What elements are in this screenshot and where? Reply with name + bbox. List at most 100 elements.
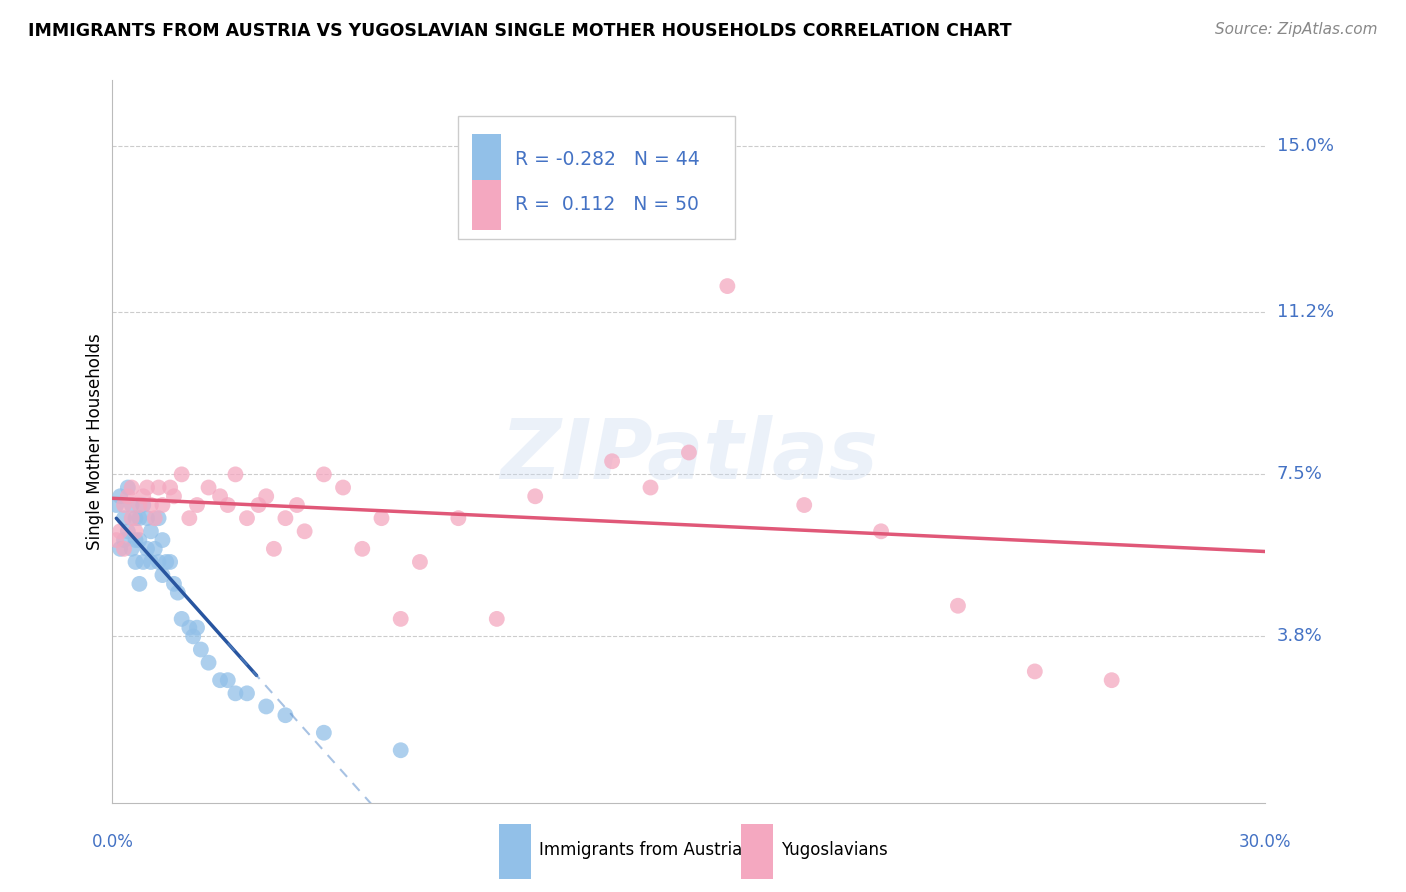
Text: Immigrants from Austria: Immigrants from Austria	[538, 841, 742, 859]
Point	[121, 481, 143, 495]
Text: Source: ZipAtlas.com: Source: ZipAtlas.com	[1215, 22, 1378, 37]
Point	[163, 577, 186, 591]
Point	[143, 511, 166, 525]
Point	[152, 533, 174, 547]
Bar	[499, 824, 531, 879]
Point	[121, 541, 143, 556]
Point	[112, 541, 135, 556]
Point	[186, 498, 208, 512]
Point	[159, 555, 181, 569]
Point	[209, 673, 232, 688]
Point	[312, 467, 335, 482]
Point	[163, 489, 186, 503]
Point	[190, 642, 212, 657]
Point	[179, 621, 201, 635]
Point	[148, 555, 170, 569]
Point	[108, 541, 131, 556]
Point	[447, 511, 470, 525]
Point	[139, 555, 162, 569]
Point	[121, 498, 143, 512]
Point	[247, 498, 270, 512]
Point	[209, 489, 232, 503]
Point	[128, 533, 150, 547]
Text: Yugoslavians: Yugoslavians	[782, 841, 889, 859]
Point	[166, 585, 188, 599]
Point	[152, 498, 174, 512]
Point	[224, 467, 246, 482]
Point	[285, 498, 308, 512]
Point	[124, 533, 146, 547]
Point	[112, 498, 135, 512]
Point	[274, 708, 297, 723]
Point	[143, 541, 166, 556]
Point	[678, 445, 700, 459]
Point	[332, 481, 354, 495]
Point	[117, 489, 139, 503]
Point	[600, 454, 623, 468]
Point	[224, 686, 246, 700]
Point	[186, 621, 208, 635]
Point	[197, 656, 219, 670]
Point	[139, 524, 162, 539]
Point	[159, 481, 181, 495]
Point	[793, 498, 815, 512]
Point	[105, 498, 128, 512]
Text: ZIPatlas: ZIPatlas	[501, 416, 877, 497]
Point	[181, 629, 204, 643]
Point	[132, 489, 155, 503]
Point	[155, 555, 177, 569]
Point	[389, 612, 412, 626]
Point	[139, 498, 162, 512]
Point	[148, 481, 170, 495]
Bar	[472, 134, 501, 185]
Point	[108, 524, 131, 539]
Point	[132, 498, 155, 512]
Text: R = -0.282   N = 44: R = -0.282 N = 44	[515, 150, 700, 169]
Text: IMMIGRANTS FROM AUSTRIA VS YUGOSLAVIAN SINGLE MOTHER HOUSEHOLDS CORRELATION CHAR: IMMIGRANTS FROM AUSTRIA VS YUGOSLAVIAN S…	[28, 22, 1012, 40]
Point	[217, 673, 239, 688]
Text: 3.8%: 3.8%	[1277, 627, 1322, 646]
Point	[128, 577, 150, 591]
Y-axis label: Single Mother Households: Single Mother Households	[86, 334, 104, 549]
Text: 7.5%: 7.5%	[1277, 466, 1323, 483]
Point	[124, 524, 146, 539]
Point	[105, 533, 128, 547]
Point	[148, 511, 170, 525]
Point	[236, 511, 259, 525]
Point	[121, 511, 143, 525]
Point	[124, 555, 146, 569]
Text: 30.0%: 30.0%	[1239, 833, 1292, 851]
Point	[409, 555, 432, 569]
Point	[112, 511, 135, 525]
Point	[370, 511, 392, 525]
Point	[294, 524, 316, 539]
Point	[352, 541, 374, 556]
Point	[179, 511, 201, 525]
Point	[1101, 673, 1123, 688]
Point	[117, 524, 139, 539]
Point	[170, 612, 193, 626]
Point	[108, 489, 131, 503]
Text: R =  0.112   N = 50: R = 0.112 N = 50	[515, 195, 699, 214]
Point	[152, 568, 174, 582]
Text: 11.2%: 11.2%	[1277, 303, 1334, 321]
Bar	[741, 824, 773, 879]
Point	[485, 612, 508, 626]
Point	[870, 524, 893, 539]
Bar	[472, 179, 501, 230]
Point	[117, 481, 139, 495]
Point	[132, 555, 155, 569]
Point	[274, 511, 297, 525]
Point	[197, 481, 219, 495]
Point	[136, 481, 159, 495]
Point	[170, 467, 193, 482]
Text: 0.0%: 0.0%	[91, 833, 134, 851]
Point	[128, 511, 150, 525]
Point	[136, 511, 159, 525]
Point	[312, 725, 335, 739]
Point	[128, 498, 150, 512]
Point	[254, 489, 277, 503]
Point	[263, 541, 285, 556]
Bar	[458, 116, 735, 239]
Point	[562, 204, 585, 219]
